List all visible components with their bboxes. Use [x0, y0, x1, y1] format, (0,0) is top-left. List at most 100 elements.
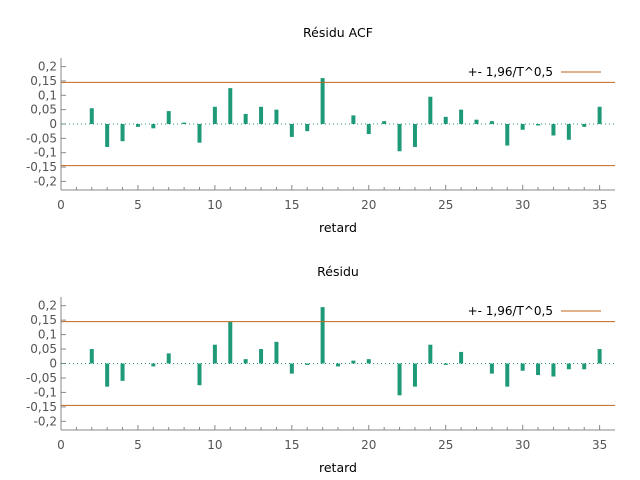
y-tick-label: -0,15	[26, 400, 57, 414]
x-tick-label: 5	[134, 198, 142, 212]
x-tick-label: 10	[207, 438, 222, 452]
chart-title: Résidu	[317, 264, 359, 279]
y-tick-label: 0,15	[30, 74, 57, 88]
y-tick-label: -0,2	[34, 174, 57, 188]
acf-bar	[366, 359, 371, 364]
y-tick-label: -0,1	[34, 146, 57, 160]
chart-panel-2: Résidu0,20,150,10,050-0,05-0,1-0,15-0,20…	[26, 264, 615, 475]
y-tick-label: 0	[49, 357, 57, 371]
acf-bar	[289, 363, 294, 374]
acf-bar	[135, 124, 140, 127]
acf-bar	[412, 124, 417, 147]
x-tick-label: 35	[592, 438, 607, 452]
x-axis-label: retard	[319, 460, 357, 475]
acf-bar	[305, 124, 310, 132]
acf-bar	[274, 109, 279, 124]
acf-bar	[489, 121, 494, 124]
x-tick-label: 10	[207, 198, 222, 212]
x-tick-label: 20	[361, 438, 376, 452]
x-tick-label: 25	[438, 438, 453, 452]
acf-bar	[274, 341, 279, 364]
x-tick-label: 5	[134, 438, 142, 452]
acf-bar	[582, 363, 587, 370]
acf-bar	[105, 363, 110, 387]
acf-bar	[305, 363, 310, 365]
acf-bar	[459, 351, 464, 364]
acf-bar	[351, 360, 356, 364]
x-tick-label: 0	[57, 438, 65, 452]
acf-bar	[597, 349, 602, 364]
acf-bar	[182, 122, 187, 124]
acf-bar	[351, 115, 356, 124]
legend-label: +- 1,96/T^0,5	[468, 65, 553, 79]
acf-bar	[120, 363, 125, 381]
acf-bar	[536, 363, 541, 376]
acf-bar	[428, 96, 433, 124]
acf-bar	[520, 363, 525, 371]
acf-bar	[505, 124, 510, 146]
acf-bar	[397, 363, 402, 396]
acf-bar	[166, 111, 171, 124]
acf-bar	[228, 88, 233, 124]
acf-bar	[536, 124, 541, 126]
chart-title: Résidu ACF	[303, 25, 373, 40]
y-tick-label: 0,15	[30, 313, 57, 327]
y-tick-label: 0,1	[38, 328, 57, 342]
y-tick-label: -0,1	[34, 385, 57, 399]
acf-bar	[566, 124, 571, 140]
acf-bar	[243, 113, 248, 124]
acf-bar	[197, 124, 202, 143]
acf-bar	[166, 353, 171, 364]
chart-panel-1: Résidu ACF0,20,150,10,050-0,05-0,1-0,15-…	[26, 25, 615, 235]
y-tick-label: 0	[49, 117, 57, 131]
acf-bar	[212, 106, 217, 124]
acf-bar	[320, 307, 325, 364]
acf-bar	[243, 359, 248, 364]
acf-bar	[597, 106, 602, 124]
acf-bar	[428, 344, 433, 364]
acf-bar	[412, 363, 417, 387]
acf-bar	[105, 124, 110, 147]
y-tick-label: 0,05	[30, 342, 57, 356]
y-tick-label: 0,1	[38, 88, 57, 102]
y-tick-label: -0,05	[26, 371, 57, 385]
acf-bar	[489, 363, 494, 374]
acf-bar	[397, 124, 402, 152]
acf-bar	[366, 124, 371, 135]
x-tick-label: 30	[515, 438, 530, 452]
x-tick-label: 20	[361, 198, 376, 212]
y-tick-label: 0,2	[38, 60, 57, 74]
acf-bar	[151, 124, 156, 129]
y-tick-label: 0,05	[30, 103, 57, 117]
acf-bar	[551, 124, 556, 136]
x-tick-label: 15	[284, 438, 299, 452]
y-tick-label: 0,2	[38, 299, 57, 313]
acf-bar	[120, 124, 125, 142]
acf-bar	[259, 349, 264, 364]
acf-bar	[582, 124, 587, 127]
x-tick-label: 30	[515, 198, 530, 212]
acf-bar	[382, 121, 387, 124]
y-tick-label: -0,2	[34, 414, 57, 428]
acf-bar	[289, 124, 294, 137]
y-tick-label: -0,15	[26, 160, 57, 174]
x-tick-label: 25	[438, 198, 453, 212]
acf-bar	[320, 78, 325, 124]
acf-bar	[89, 108, 94, 124]
acf-bar	[443, 116, 448, 124]
acf-bar	[459, 109, 464, 124]
x-tick-label: 0	[57, 198, 65, 212]
acf-bar	[259, 106, 264, 124]
acf-bar	[505, 363, 510, 387]
legend-label: +- 1,96/T^0,5	[468, 304, 553, 318]
acf-bar	[443, 363, 448, 365]
acf-bar	[336, 363, 340, 367]
acf-bar	[474, 119, 479, 124]
acf-bar	[520, 124, 525, 130]
x-axis-label: retard	[319, 220, 357, 235]
acf-bar	[228, 321, 233, 364]
acf-bar	[151, 363, 156, 367]
x-tick-label: 15	[284, 198, 299, 212]
acf-bar	[197, 363, 202, 386]
